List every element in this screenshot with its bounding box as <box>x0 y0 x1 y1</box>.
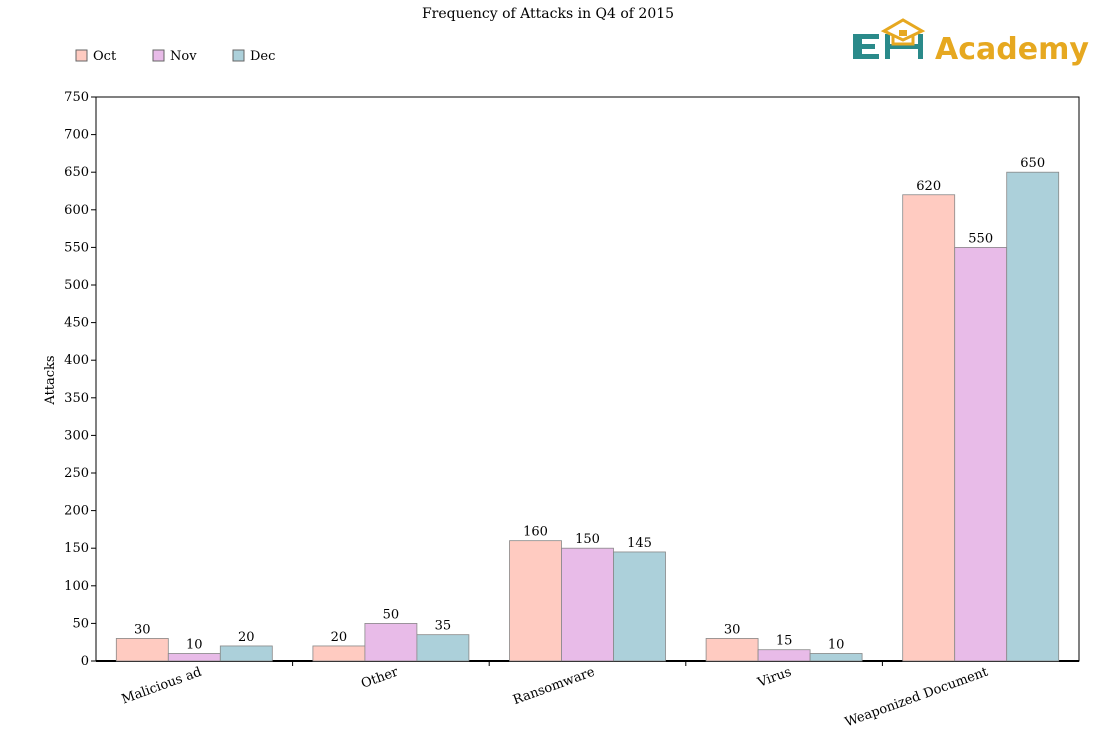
bar-nov-4 <box>954 246 1008 662</box>
data-label: 50 <box>383 607 400 622</box>
y-tick-label: 600 <box>64 203 89 218</box>
data-label: 20 <box>238 630 255 645</box>
legend: Oct Nov Dec <box>75 49 275 64</box>
y-tick-label: 550 <box>64 240 89 255</box>
y-tick-label: 700 <box>64 128 89 143</box>
x-tick-label: Other <box>359 664 401 691</box>
x-tick-label: Malicious ad <box>120 665 204 708</box>
x-axis: Malicious ad Other Ransomware Virus Weaponiz… <box>96 660 1079 730</box>
y-tick-label: 50 <box>72 616 89 631</box>
legend-swatch-oct <box>75 49 88 62</box>
data-label: 650 <box>1020 156 1045 171</box>
y-tick-label: 200 <box>64 504 89 519</box>
y-axis: 0 50 100 150 200 250 300 350 400 450 500 550 600 650 7… <box>64 90 1080 669</box>
data-label: 30 <box>134 622 151 637</box>
eh-logo-mark <box>853 34 923 59</box>
y-tick-label: 500 <box>64 278 89 293</box>
bar-oct-2 <box>509 540 562 662</box>
data-label: 550 <box>968 231 993 246</box>
bar-dec-4 <box>1006 171 1060 662</box>
bar-dec-3 <box>809 653 863 662</box>
data-label: 35 <box>435 619 452 634</box>
y-tick-label: 450 <box>64 316 89 331</box>
bar-oct-0 <box>115 638 169 662</box>
graduation-cap-icon <box>880 18 926 46</box>
data-label: 10 <box>186 637 203 652</box>
y-tick-label: 350 <box>64 391 89 406</box>
y-tick-label: 250 <box>64 466 89 481</box>
x-tick-label: Virus <box>755 665 794 691</box>
data-label: 150 <box>575 532 600 547</box>
data-label: 145 <box>627 536 652 551</box>
chart-title: Frequency of Attacks in Q4 of 2015 <box>422 6 674 22</box>
bar-dec-2 <box>613 551 666 662</box>
bar-nov-1 <box>364 623 418 662</box>
bar-oct-3 <box>705 638 759 662</box>
data-label: 10 <box>828 637 845 652</box>
legend-label-oct: Oct <box>93 49 117 64</box>
legend-label-dec: Dec <box>250 49 275 64</box>
y-tick-label: 0 <box>81 654 89 669</box>
y-tick-label: 400 <box>64 353 89 368</box>
bar-dec-1 <box>416 634 470 662</box>
bar-oct-1 <box>312 645 366 662</box>
logo: Academy <box>853 18 1089 67</box>
x-tick-label: Ransomware <box>511 665 597 709</box>
y-tick-label: 300 <box>64 428 89 443</box>
data-label: 160 <box>523 525 548 540</box>
bar-nov-0 <box>167 653 221 662</box>
data-label: 30 <box>724 622 741 637</box>
data-label: 620 <box>916 179 941 194</box>
bar-nov-3 <box>757 649 811 662</box>
bar-nov-2 <box>561 547 614 662</box>
legend-label-nov: Nov <box>170 49 197 64</box>
bar-labels: 30 10 20 20 50 35 160 150 145 30 15 10 620 550 650 <box>134 156 1045 652</box>
legend-swatch-dec <box>232 49 245 62</box>
bars <box>115 171 1060 662</box>
data-label: 20 <box>331 630 348 645</box>
logo-text: Academy <box>935 32 1089 67</box>
y-axis-label: Attacks <box>43 355 58 405</box>
y-tick-label: 150 <box>64 541 89 556</box>
bar-dec-0 <box>219 645 273 662</box>
y-tick-label: 650 <box>64 165 89 180</box>
y-tick-label: 750 <box>64 90 89 105</box>
legend-swatch-nov <box>152 49 165 62</box>
data-label: 15 <box>776 634 793 649</box>
y-tick-label: 100 <box>64 579 89 594</box>
x-tick-label: Weaponized Document <box>843 664 991 730</box>
bar-oct-4 <box>902 194 956 662</box>
